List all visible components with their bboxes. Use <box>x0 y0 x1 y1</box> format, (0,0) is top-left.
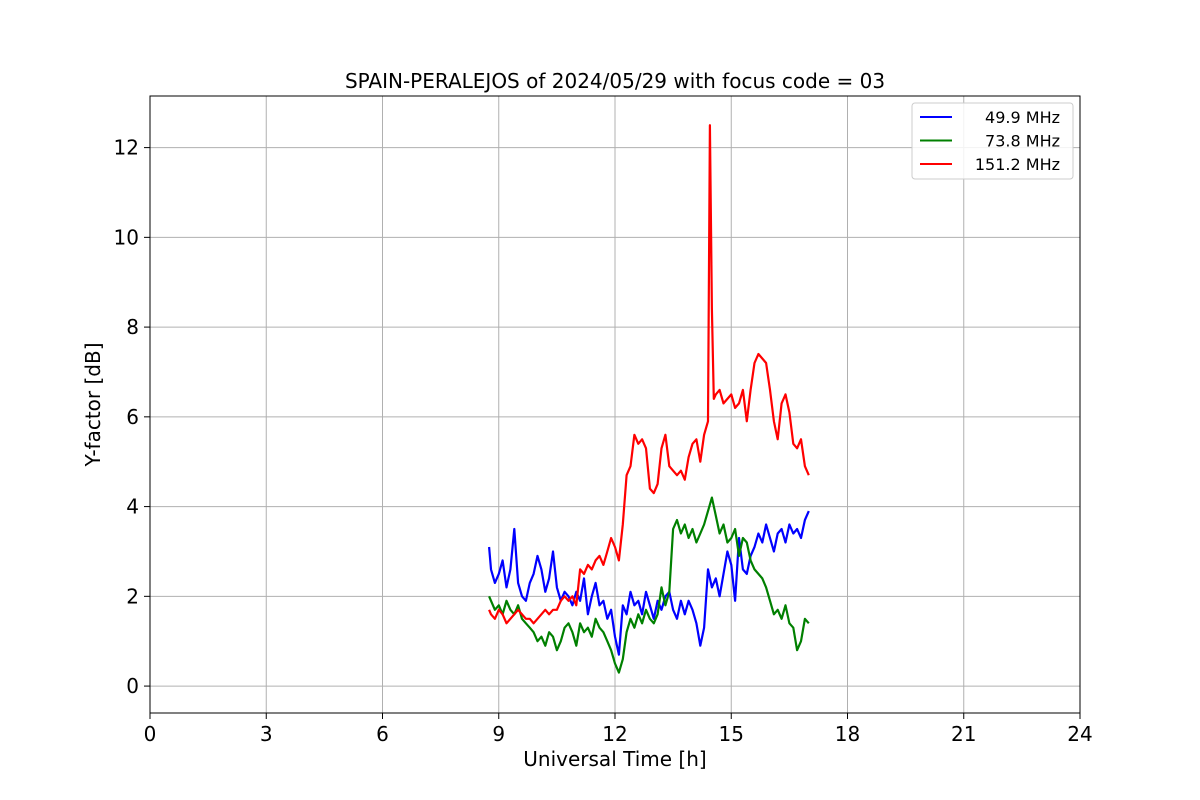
x-tick-label: 18 <box>835 722 860 746</box>
legend: 49.9 MHz 73.8 MHz 151.2 MHz <box>911 102 1074 180</box>
y-tick-label: 2 <box>126 584 139 608</box>
x-tick-label: 12 <box>602 722 627 746</box>
x-tick-label: 6 <box>376 722 389 746</box>
y-tick-label: 6 <box>126 405 139 429</box>
legend-label: 49.9 MHz <box>985 108 1060 127</box>
x-tick-label: 9 <box>492 722 505 746</box>
y-tick-label: 10 <box>114 225 139 249</box>
legend-label: 73.8 MHz <box>985 132 1060 151</box>
y-ticks: 0 2 4 6 8 10 12 <box>114 136 150 698</box>
x-tick-label: 24 <box>1067 722 1092 746</box>
x-axis-label: Universal Time [h] <box>523 747 706 771</box>
plot-series <box>488 124 810 674</box>
y-axis-label: Y-factor [dB] <box>81 342 105 467</box>
y-tick-label: 4 <box>126 495 139 519</box>
legend-box <box>911 102 1074 180</box>
y-tick-label: 8 <box>126 315 139 339</box>
legend-label: 151.2 MHz <box>975 155 1060 174</box>
x-tick-label: 0 <box>144 722 157 746</box>
y-tick-label: 0 <box>126 674 139 698</box>
x-tick-label: 15 <box>719 722 744 746</box>
series-line-49-9-mhz <box>488 510 810 656</box>
series-line-151-2-mhz <box>488 124 810 625</box>
chart-title: SPAIN-PERALEJOS of 2024/05/29 with focus… <box>345 69 885 93</box>
series-line-73-8-mhz <box>488 496 810 674</box>
x-ticks: 0 3 6 9 12 15 18 21 24 <box>144 713 1093 746</box>
y-tick-label: 12 <box>114 136 139 160</box>
x-tick-label: 21 <box>951 722 976 746</box>
x-tick-label: 3 <box>260 722 273 746</box>
